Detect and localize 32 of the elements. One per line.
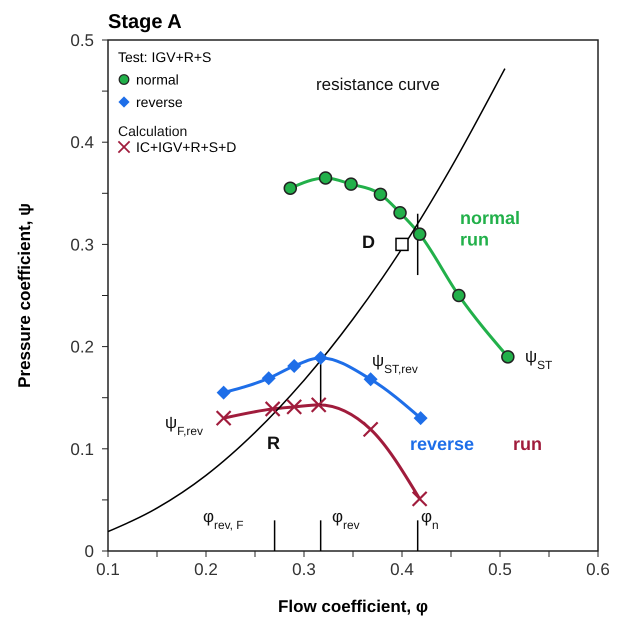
annotation: run	[513, 434, 542, 454]
y-tick-label: 0.3	[70, 235, 94, 254]
x-tick-label: 0.2	[194, 560, 218, 579]
legend-label: normal	[136, 72, 179, 88]
x-tick-label: 0.1	[96, 560, 120, 579]
annotation: reverse	[410, 434, 474, 454]
legend-label: IC+IGV+R+S+D	[136, 139, 236, 155]
y-tick-label: 0.1	[70, 440, 94, 459]
x-tick-label: 0.6	[586, 560, 610, 579]
annotation: Calculation	[118, 123, 188, 139]
y-axis-title: Pressure coefficient, ψ	[15, 203, 34, 388]
y-tick-label: 0.2	[70, 338, 94, 357]
chart-title: Stage A	[108, 11, 182, 33]
annotation: φ$_{rev}$	[332, 507, 360, 532]
y-tick-label: 0.4	[70, 133, 94, 152]
annotation: R	[267, 433, 280, 453]
legend-label: reverse	[136, 94, 183, 110]
annotation: φ$_{rev, F}$	[203, 507, 244, 532]
annotation: normal run	[460, 208, 520, 250]
annotation: ψ$_{F,rev}$	[165, 413, 203, 438]
y-tick-label: 0	[84, 542, 94, 561]
x-axis-title: Flow coefficient, φ	[278, 597, 428, 616]
annotation: D	[362, 232, 375, 252]
x-tick-label: 0.4	[390, 560, 414, 579]
x-tick-label: 0.3	[292, 560, 316, 579]
annotation: φ$_{n}$	[421, 507, 439, 532]
y-tick-label: 0.5	[70, 31, 94, 50]
annotation: resistance curve	[316, 75, 440, 94]
annotation: ψ$_{ST,rev}$	[372, 351, 418, 376]
annotation: ψ$_{ST}$	[525, 347, 552, 372]
legend-title: Test: IGV+R+S	[118, 49, 212, 65]
x-tick-label: 0.5	[488, 560, 512, 579]
